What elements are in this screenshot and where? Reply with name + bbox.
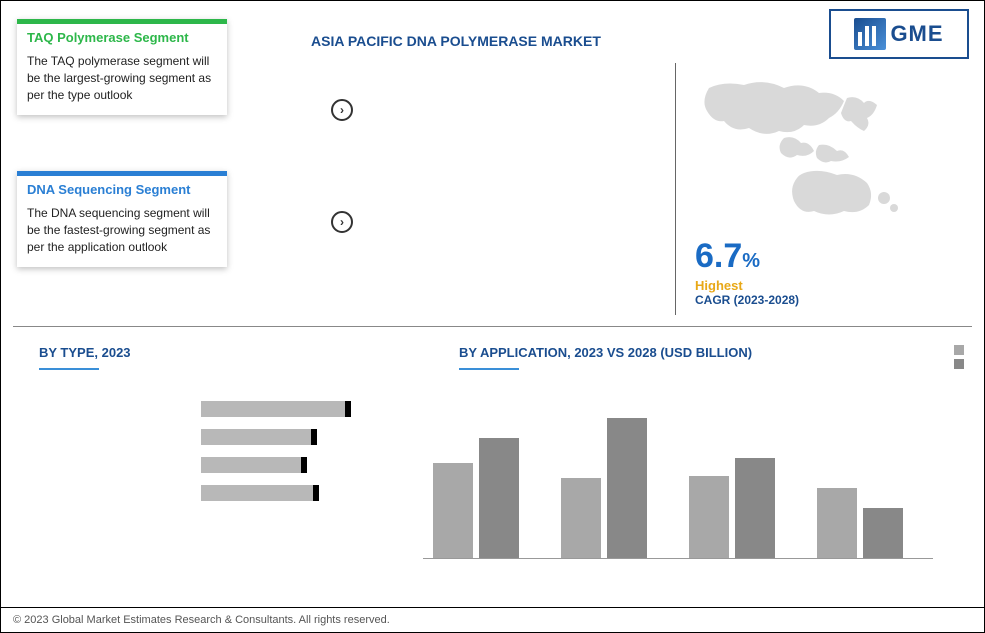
section-title-text: BY TYPE, 2023 — [39, 345, 131, 360]
bullet-icon: › — [331, 211, 353, 233]
logo-bars-icon — [854, 18, 886, 50]
horizontal-divider — [13, 326, 972, 327]
type-bar — [201, 457, 301, 473]
application-chart — [423, 389, 933, 559]
type-bar-row — [201, 457, 351, 473]
legend-item — [954, 359, 964, 369]
app-bar-2023 — [689, 476, 729, 558]
app-bar-2028 — [607, 418, 647, 558]
card-body: The TAQ polymerase segment will be the l… — [17, 49, 227, 115]
app-bar-2028 — [735, 458, 775, 558]
legend-item — [954, 345, 964, 355]
logo-text: GME — [890, 21, 943, 47]
type-bar-cap — [313, 485, 319, 501]
app-chart-legend — [954, 345, 964, 373]
logo-inner: GME — [854, 18, 943, 50]
app-bar-2023 — [433, 463, 473, 558]
type-bar-cap — [345, 401, 351, 417]
copyright-footer: © 2023 Global Market Estimates Research … — [13, 614, 390, 626]
cagr-percent: % — [742, 250, 760, 272]
title-underline — [459, 368, 519, 370]
gme-logo: GME — [829, 9, 969, 59]
type-bar-cap — [311, 429, 317, 445]
type-bar — [201, 485, 313, 501]
type-bar-row — [201, 485, 351, 501]
footer-divider — [1, 607, 984, 608]
legend-swatch — [954, 345, 964, 355]
app-bar-2028 — [479, 438, 519, 558]
cagr-block: 6.7% Highest CAGR (2023-2028) — [695, 237, 799, 307]
title-underline — [39, 368, 99, 370]
vertical-divider — [675, 63, 676, 315]
app-bar-2023 — [817, 488, 857, 558]
app-bar-group — [433, 438, 519, 558]
card-title: DNA Sequencing Segment — [17, 176, 227, 201]
cagr-label: Highest — [695, 278, 799, 293]
app-bar-2028 — [863, 508, 903, 558]
type-chart — [201, 401, 351, 513]
card-title: TAQ Polymerase Segment — [17, 24, 227, 49]
cagr-sublabel: CAGR (2023-2028) — [695, 293, 799, 307]
section-title-application: BY APPLICATION, 2023 VS 2028 (USD BILLIO… — [459, 345, 752, 370]
type-bar-row — [201, 401, 351, 417]
type-bar — [201, 429, 311, 445]
card-body: The DNA sequencing segment will be the f… — [17, 201, 227, 267]
bullet-icon: › — [331, 99, 353, 121]
type-bar-row — [201, 429, 351, 445]
section-title-type: BY TYPE, 2023 — [39, 345, 131, 370]
section-title-text: BY APPLICATION, 2023 VS 2028 (USD BILLIO… — [459, 345, 752, 360]
card-taq: TAQ Polymerase Segment The TAQ polymeras… — [17, 19, 227, 115]
asia-pacific-map-icon — [689, 73, 924, 223]
legend-swatch — [954, 359, 964, 369]
card-dna-seq: DNA Sequencing Segment The DNA sequencin… — [17, 171, 227, 267]
page-title: ASIA PACIFIC DNA POLYMERASE MARKET — [311, 33, 601, 49]
type-bar-cap — [301, 457, 307, 473]
app-bar-2023 — [561, 478, 601, 558]
app-bar-group — [817, 488, 903, 558]
cagr-value: 6.7 — [695, 237, 742, 276]
app-bar-group — [689, 458, 775, 558]
type-bar — [201, 401, 345, 417]
app-bar-group — [561, 418, 647, 558]
